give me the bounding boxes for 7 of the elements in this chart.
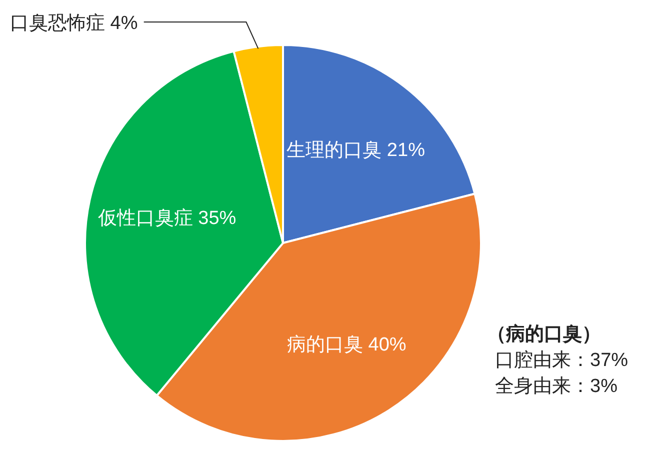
text: 全身由来：3% — [495, 376, 618, 397]
slice-label: 生理的口臭 21% — [286, 140, 426, 162]
slice-label: 病的口臭 40% — [287, 334, 406, 356]
slice-label: 仮性口臭症 35% — [96, 208, 236, 230]
slice-label: 口臭恐怖症 4% — [10, 13, 138, 34]
text: （病的口臭） — [487, 323, 601, 345]
text: 口腔由来：37% — [495, 350, 628, 371]
